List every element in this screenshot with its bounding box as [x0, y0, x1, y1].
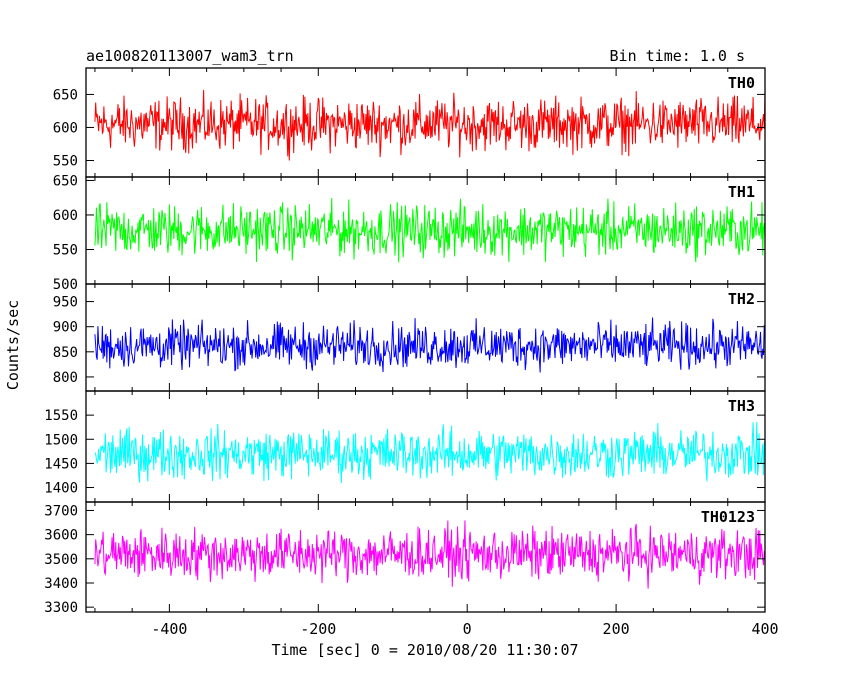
ytick-label-th0123: 3500 [44, 552, 78, 568]
ytick-label-th0123: 3400 [44, 576, 78, 592]
panel-frame-th0123 [85, 501, 766, 613]
ytick-label-th3: 1500 [44, 432, 78, 448]
ytick-label-th2: 900 [53, 320, 78, 336]
ytick-label-th1: 650 [53, 173, 78, 189]
xtick-label: 200 [603, 620, 630, 638]
chart-title: ae100820113007_wam3_trn [86, 47, 294, 65]
ytick-label-th2: 950 [53, 295, 78, 311]
ytick-label-th1: 600 [53, 208, 78, 224]
xtick-label: -400 [151, 620, 187, 638]
bin-time-label: Bin time: 1.0 s [610, 47, 745, 65]
series-label-th0123: TH0123 [701, 508, 755, 526]
ytick-label-th0: 650 [53, 87, 78, 103]
ytick-label-th3: 1450 [44, 456, 78, 472]
trace-th3 [94, 421, 765, 483]
series-label-th1: TH1 [728, 183, 755, 201]
trace-th2 [94, 317, 765, 373]
xtick-label: 0 [463, 620, 472, 638]
trace-th1 [94, 198, 765, 263]
ytick-label-th0: 550 [53, 153, 78, 169]
trace-th0123 [94, 520, 765, 589]
ytick-label-th1: 550 [53, 242, 78, 258]
ytick-label-th3: 1400 [44, 481, 78, 497]
series-label-th3: TH3 [728, 397, 755, 415]
ytick-label-th0: 600 [53, 120, 78, 136]
ytick-label-th0123: 3700 [44, 503, 78, 519]
ytick-label-th2: 800 [53, 370, 78, 386]
xtick-label: -200 [300, 620, 336, 638]
ytick-label-th0123: 3300 [44, 600, 78, 616]
ytick-label-th0123: 3600 [44, 528, 78, 544]
ytick-label-th2: 850 [53, 345, 78, 361]
panels: 550 600 650 TH0 500 550 600 650 TH1 800 850 900 950 T… [44, 67, 779, 638]
y-axis-label: Counts/sec [4, 300, 22, 390]
trace-th0 [94, 89, 765, 161]
series-label-th2: TH2 [728, 290, 755, 308]
series-label-th0: TH0 [728, 74, 755, 92]
xtick-label: 400 [751, 620, 778, 638]
ytick-label-th1: 500 [53, 277, 78, 293]
ytick-label-th3: 1550 [44, 408, 78, 424]
x-axis-label: Time [sec] 0 = 2010/08/20 11:30:07 [271, 641, 578, 659]
